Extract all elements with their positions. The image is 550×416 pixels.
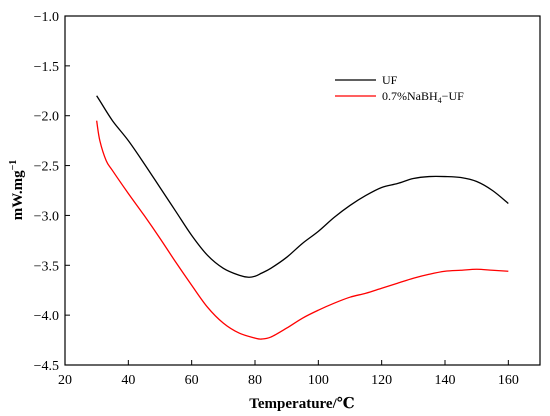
legend: UF 0.7%NaBH4−UF <box>335 73 464 105</box>
legend-label-nabh4-suffix: −UF <box>442 89 464 103</box>
y-axis-title: mW.mg−1 <box>8 160 26 221</box>
legend-label-nabh4-uf: 0.7%NaBH4−UF <box>382 89 464 105</box>
y-tick-label: −1.0 <box>34 10 59 25</box>
x-tick-label: 120 <box>371 373 392 388</box>
x-tick-label: 140 <box>435 373 456 388</box>
legend-label-nabh4-main: 0.7%NaBH <box>382 89 438 103</box>
legend-label-uf: UF <box>382 73 398 87</box>
y-tick-label: −3.5 <box>34 259 59 274</box>
x-tick-label: 100 <box>308 373 329 388</box>
plot-frame <box>64 15 541 366</box>
y-tick-label: −3.0 <box>34 209 59 224</box>
series-line-uf <box>96 95 509 278</box>
x-tick-label: 40 <box>121 373 135 388</box>
x-axis-ticks: 20 40 60 80 100 120 140 160 <box>58 360 519 388</box>
y-tick-label: −4.0 <box>34 309 59 324</box>
x-tick-label: 160 <box>498 373 519 388</box>
x-axis-title: Temperature/℃ <box>249 396 354 412</box>
y-tick-label: −4.5 <box>34 359 59 374</box>
x-tick-label: 80 <box>248 373 262 388</box>
x-tick-label: 60 <box>185 373 199 388</box>
y-tick-label: −2.5 <box>34 160 59 175</box>
series-line-nabh4-uf <box>96 120 509 340</box>
y-axis-ticks: −1.0 −1.5 −2.0 −2.5 −3.0 −3.5 −4.0 −4.5 <box>34 10 70 374</box>
y-axis-title-exponent: −1 <box>8 160 19 171</box>
y-tick-label: −1.5 <box>34 60 59 75</box>
y-tick-label: −2.0 <box>34 110 59 125</box>
series-layer <box>96 95 509 340</box>
x-tick-label: 20 <box>58 373 72 388</box>
legend-label-nabh4-subscript: 4 <box>438 96 442 105</box>
y-axis-title-main: mW.mg <box>10 170 26 220</box>
